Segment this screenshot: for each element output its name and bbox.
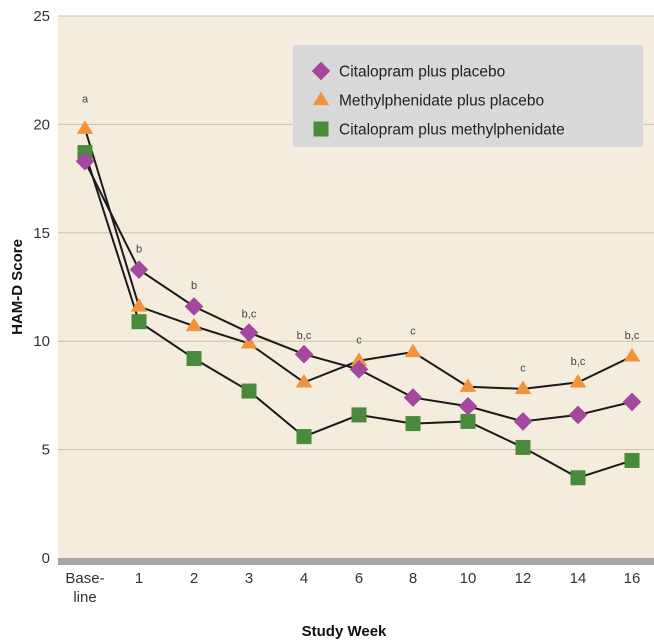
y-tick-label: 15 <box>33 225 50 242</box>
triangle-marker <box>185 317 203 332</box>
significance-annotations: a b b b,c b,c c c c b,c b,c <box>82 94 640 375</box>
square-marker <box>131 314 147 330</box>
annotation-label: c <box>520 363 526 375</box>
square-marker <box>405 416 421 432</box>
legend-box <box>293 45 643 147</box>
triangle-marker <box>130 298 148 312</box>
annotation-label: b,c <box>625 330 640 342</box>
x-tick-label: Base- <box>65 570 104 587</box>
square-marker <box>241 383 257 399</box>
square-marker <box>186 351 202 367</box>
y-tick-label: 0 <box>42 550 50 567</box>
y-tick-label: 10 <box>33 333 50 350</box>
x-tick-label: 14 <box>570 570 587 587</box>
annotation-label: b <box>136 243 142 255</box>
square-marker <box>296 429 312 445</box>
square-marker <box>515 439 531 455</box>
legend-label: Citalopram plus placebo <box>339 64 505 81</box>
y-tick-label: 5 <box>42 442 50 459</box>
diamond-marker <box>568 405 588 425</box>
y-tick-label: 20 <box>33 116 50 133</box>
triangle-marker <box>514 380 532 395</box>
square-marker <box>351 407 367 423</box>
series-markers <box>75 120 642 486</box>
triangle-marker <box>569 374 587 388</box>
x-tick-label: line <box>73 589 96 606</box>
square-marker <box>624 452 640 468</box>
diamond-marker <box>75 151 95 171</box>
diamond-marker <box>513 412 533 431</box>
diamond-marker <box>403 388 423 407</box>
annotation-label: b <box>191 280 197 292</box>
y-tick-label: 25 <box>33 8 50 25</box>
x-axis-baseline <box>58 558 654 565</box>
x-tick-label: 8 <box>409 570 417 587</box>
diamond-marker <box>239 323 259 342</box>
y-axis-title: HAM-D Score <box>9 239 26 335</box>
square-marker <box>570 470 586 486</box>
legend-diamond-marker <box>311 61 331 81</box>
diamond-marker <box>622 392 642 412</box>
annotation-label: c <box>356 334 362 346</box>
x-tick-label: 2 <box>190 570 198 587</box>
annotation-label: b,c <box>297 330 312 342</box>
diamond-marker <box>129 260 149 279</box>
x-tick-label: 4 <box>300 570 308 587</box>
diamond-marker <box>349 360 369 379</box>
triangle-marker <box>350 352 368 366</box>
triangle-marker <box>623 348 641 362</box>
legend-label: Citalopram plus methylphenidate <box>339 122 565 139</box>
triangle-marker <box>404 343 422 358</box>
x-tick-label: 10 <box>460 570 477 587</box>
x-axis-title: Study Week <box>302 623 387 640</box>
x-tick-label: 1 <box>135 570 143 587</box>
x-tick-label: 6 <box>355 570 363 587</box>
legend-triangle-marker <box>312 91 330 106</box>
diamond-marker <box>184 297 204 316</box>
triangle-marker <box>76 120 94 134</box>
x-tick-label: 16 <box>624 570 641 587</box>
legend-label: Methylphenidate plus placebo <box>339 93 544 110</box>
x-tick-label: 12 <box>515 570 532 587</box>
annotation-label: c <box>410 326 416 338</box>
legend: Citalopram plus placebo Methylphenidate p… <box>293 45 643 147</box>
annotation-label: b,c <box>242 308 257 320</box>
legend-square-marker <box>313 121 329 137</box>
annotation-label: a <box>82 94 89 106</box>
y-axis-ticks: 0 5 10 15 20 25 <box>33 8 50 567</box>
annotation-label: b,c <box>571 356 586 368</box>
triangle-marker <box>295 374 313 388</box>
triangle-marker <box>459 378 477 392</box>
square-marker <box>460 413 476 429</box>
diamond-marker <box>458 396 478 416</box>
x-tick-label: 3 <box>245 570 253 587</box>
diamond-marker <box>294 344 314 364</box>
